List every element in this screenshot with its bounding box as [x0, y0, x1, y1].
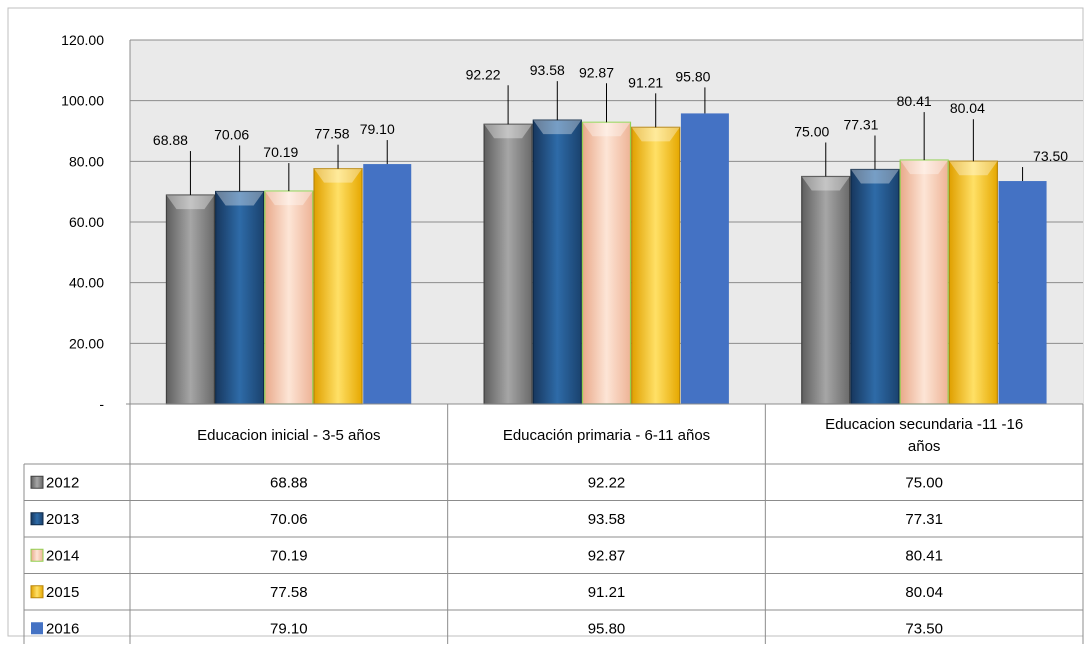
y-tick-label: 60.00	[69, 214, 104, 230]
legend-key	[30, 585, 44, 599]
bar-bevel	[484, 124, 533, 139]
legend-key	[30, 475, 44, 489]
data-label: 77.58	[315, 126, 350, 142]
y-tick-label: 40.00	[69, 275, 104, 291]
bar-bevel	[850, 169, 899, 184]
y-tick-label: -	[99, 396, 104, 412]
legend-key	[31, 622, 43, 635]
table-cell-value: 80.41	[905, 547, 943, 564]
bar	[215, 190, 265, 405]
legend-series-name: 2015	[46, 584, 79, 601]
data-label: 77.31	[843, 116, 878, 132]
table-cell-value: 70.19	[270, 547, 308, 564]
table-cell-value: 70.06	[270, 511, 308, 528]
bar-bevel	[900, 160, 949, 175]
table-cell-value: 95.80	[588, 620, 626, 637]
table-cell-value: 79.10	[270, 620, 308, 637]
data-label: 91.21	[628, 74, 663, 90]
data-label: 80.41	[897, 93, 932, 109]
data-label: 68.88	[153, 132, 188, 148]
bar	[264, 190, 314, 405]
bar	[948, 160, 998, 405]
legend-series-name: 2012	[46, 474, 79, 491]
data-label: 73.50	[1033, 148, 1068, 164]
bar	[850, 168, 900, 405]
bar-bevel	[166, 195, 215, 210]
bar	[363, 164, 412, 404]
table-cell-value: 93.58	[588, 511, 626, 528]
data-label: 95.80	[675, 68, 710, 84]
bar	[801, 175, 851, 405]
table-cell-value: 80.04	[905, 584, 943, 601]
data-label: 75.00	[794, 124, 829, 140]
y-tick-label: 100.00	[61, 93, 104, 109]
data-label: 79.10	[360, 121, 395, 137]
legend-series-name: 2016	[46, 620, 79, 637]
table-cell-value: 92.22	[588, 474, 626, 491]
data-label: 70.19	[263, 144, 298, 160]
table-cell-value: 91.21	[588, 584, 626, 601]
category-label: Educación primaria - 6-11 años	[503, 427, 710, 444]
bar-bevel	[533, 120, 582, 135]
bar-bevel	[801, 176, 850, 191]
table-cell-value: 77.31	[905, 511, 943, 528]
data-label: 92.22	[466, 66, 501, 82]
table-cell-value: 68.88	[270, 474, 308, 491]
bar	[680, 113, 729, 404]
bar	[899, 159, 949, 405]
bar-bevel	[582, 122, 631, 137]
y-tick-label: 120.00	[61, 32, 104, 48]
table-cell-value: 75.00	[905, 474, 943, 491]
bar	[532, 119, 582, 405]
category-label: Educacion secundaria -11 -16	[825, 416, 1023, 433]
data-label: 70.06	[214, 126, 249, 142]
y-tick-label: 80.00	[69, 153, 104, 169]
bar	[483, 123, 533, 405]
bar	[631, 126, 681, 405]
bar	[581, 121, 632, 405]
legend-series-name: 2013	[46, 511, 79, 528]
bar-bevel	[215, 191, 264, 206]
bar-bevel	[314, 168, 363, 183]
data-label: 92.87	[579, 64, 614, 80]
bar	[165, 194, 216, 405]
bar	[313, 168, 363, 405]
bar	[998, 181, 1047, 404]
y-tick-label: 20.00	[69, 335, 104, 351]
bar-bevel	[631, 127, 680, 142]
legend-key	[30, 512, 44, 526]
category-label: Educacion inicial - 3-5 años	[197, 427, 380, 444]
table-cell-value: 77.58	[270, 584, 308, 601]
data-label: 80.04	[950, 100, 985, 116]
bar-bevel	[264, 191, 313, 206]
legend-series-name: 2014	[46, 547, 79, 564]
legend-key	[30, 548, 44, 562]
data-label: 93.58	[530, 62, 565, 78]
table-cell-value: 92.87	[588, 547, 626, 564]
bar-bevel	[949, 161, 998, 176]
category-label: años	[908, 438, 941, 455]
table-cell-value: 73.50	[905, 620, 943, 637]
